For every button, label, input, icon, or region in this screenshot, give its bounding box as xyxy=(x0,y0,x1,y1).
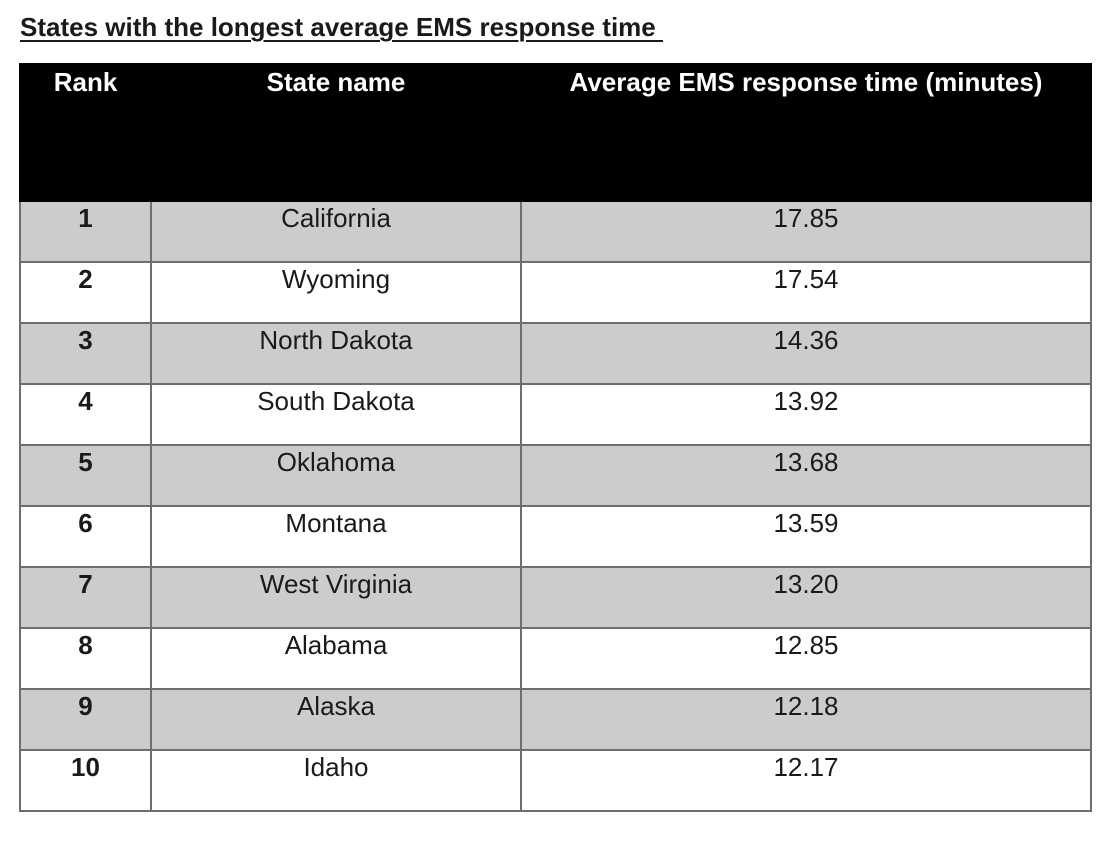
time-cell: 13.68 xyxy=(520,444,1092,507)
rank-cell: 1 xyxy=(19,200,152,263)
table-row: 3 North Dakota 14.36 xyxy=(19,322,1092,385)
table-row: 10 Idaho 12.17 xyxy=(19,749,1092,812)
state-cell: Alabama xyxy=(150,627,522,690)
table-header-row: Rank State name Average EMS response tim… xyxy=(19,63,1092,202)
state-cell: North Dakota xyxy=(150,322,522,385)
table-row: 1 California 17.85 xyxy=(19,200,1092,263)
rank-cell: 9 xyxy=(19,688,152,751)
rank-cell: 5 xyxy=(19,444,152,507)
time-cell: 12.18 xyxy=(520,688,1092,751)
table-row: 2 Wyoming 17.54 xyxy=(19,261,1092,324)
time-cell: 17.54 xyxy=(520,261,1092,324)
rank-cell: 6 xyxy=(19,505,152,568)
state-cell: Oklahoma xyxy=(150,444,522,507)
time-cell: 12.85 xyxy=(520,627,1092,690)
table-row: 8 Alabama 12.85 xyxy=(19,627,1092,690)
table-row: 4 South Dakota 13.92 xyxy=(19,383,1092,446)
rank-cell: 2 xyxy=(19,261,152,324)
rank-cell: 10 xyxy=(19,749,152,812)
state-cell: Wyoming xyxy=(150,261,522,324)
ems-response-table: Rank State name Average EMS response tim… xyxy=(19,63,1092,812)
state-cell: California xyxy=(150,200,522,263)
table-row: 6 Montana 13.59 xyxy=(19,505,1092,568)
table-row: 5 Oklahoma 13.68 xyxy=(19,444,1092,507)
header-rank: Rank xyxy=(19,63,152,202)
time-cell: 17.85 xyxy=(520,200,1092,263)
time-cell: 13.92 xyxy=(520,383,1092,446)
time-cell: 13.20 xyxy=(520,566,1092,629)
rank-cell: 7 xyxy=(19,566,152,629)
table-row: 7 West Virginia 13.20 xyxy=(19,566,1092,629)
rank-cell: 4 xyxy=(19,383,152,446)
header-state-name: State name xyxy=(150,63,522,202)
page-title: States with the longest average EMS resp… xyxy=(20,12,663,42)
state-cell: South Dakota xyxy=(150,383,522,446)
state-cell: Alaska xyxy=(150,688,522,751)
time-cell: 14.36 xyxy=(520,322,1092,385)
state-cell: Montana xyxy=(150,505,522,568)
time-cell: 13.59 xyxy=(520,505,1092,568)
time-cell: 12.17 xyxy=(520,749,1092,812)
state-cell: Idaho xyxy=(150,749,522,812)
rank-cell: 3 xyxy=(19,322,152,385)
table-row: 9 Alaska 12.18 xyxy=(19,688,1092,751)
header-response-time: Average EMS response time (minutes) xyxy=(520,63,1092,202)
state-cell: West Virginia xyxy=(150,566,522,629)
rank-cell: 8 xyxy=(19,627,152,690)
